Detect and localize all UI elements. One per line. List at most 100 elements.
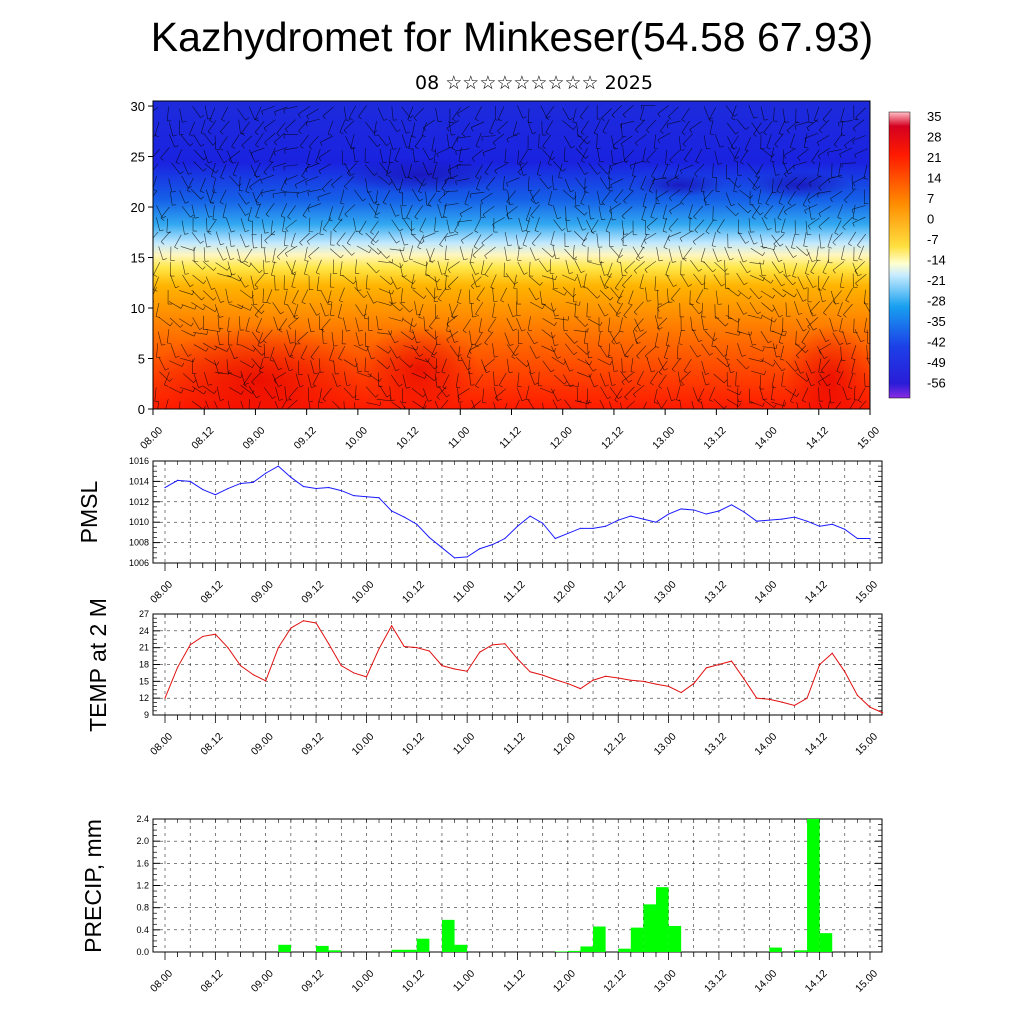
wind-barb-flag bbox=[283, 109, 285, 114]
wind-barb-flag bbox=[621, 239, 624, 243]
wind-barb bbox=[689, 345, 698, 358]
wind-barb-flag bbox=[584, 212, 588, 216]
wind-barb bbox=[243, 372, 252, 385]
wind-barb bbox=[285, 119, 296, 130]
colorbar-label: 0 bbox=[927, 212, 934, 227]
wind-barb bbox=[205, 276, 212, 290]
wind-barb bbox=[558, 163, 563, 178]
wind-barb-flag bbox=[810, 311, 814, 315]
wind-barb bbox=[806, 248, 813, 262]
wind-barb bbox=[529, 371, 535, 385]
wind-barb-flag bbox=[574, 340, 578, 344]
wind-barb-flag bbox=[336, 243, 341, 247]
wind-barb bbox=[179, 190, 186, 204]
wind-barb-flag bbox=[276, 256, 281, 260]
wind-barb-flag bbox=[439, 244, 443, 248]
wind-barb-flag bbox=[573, 126, 577, 130]
wind-barb-flag bbox=[548, 186, 552, 189]
wind-barb bbox=[785, 245, 794, 258]
wind-barb-flag bbox=[609, 297, 614, 301]
wind-barb-flag bbox=[522, 244, 527, 247]
wind-barb bbox=[470, 302, 473, 317]
wind-barb bbox=[534, 217, 540, 231]
wind-barb bbox=[354, 358, 359, 372]
wind-barb-flag bbox=[808, 183, 812, 187]
ytick-label: 15 bbox=[139, 676, 149, 686]
wind-barb bbox=[724, 274, 726, 289]
wind-barb-flag bbox=[301, 175, 306, 179]
wind-barb bbox=[211, 163, 216, 177]
wind-barb bbox=[527, 120, 533, 134]
wind-barb bbox=[298, 106, 311, 115]
wind-barb bbox=[294, 178, 308, 186]
wind-barb bbox=[456, 136, 471, 139]
wind-barb bbox=[766, 134, 772, 148]
wind-barb bbox=[389, 301, 401, 312]
data-point bbox=[403, 645, 405, 648]
wind-barb bbox=[527, 176, 530, 191]
wind-barb-flag bbox=[698, 268, 703, 272]
ytick-label: 18 bbox=[139, 660, 149, 670]
wind-barb bbox=[342, 275, 354, 285]
wind-barb bbox=[484, 331, 494, 343]
data-point bbox=[353, 672, 355, 674]
wind-barb-flag bbox=[403, 406, 406, 409]
wind-barb bbox=[287, 205, 296, 218]
precip-bar bbox=[328, 950, 342, 952]
wind-barb-flag bbox=[542, 305, 545, 309]
wind-barb bbox=[215, 231, 221, 245]
wind-barb-flag bbox=[766, 147, 771, 150]
wind-barb bbox=[837, 302, 843, 316]
wind-barb-flag bbox=[289, 369, 294, 372]
wind-barb bbox=[263, 387, 273, 399]
wind-barb bbox=[506, 132, 520, 140]
wind-barb-flag bbox=[322, 188, 326, 192]
wind-barb-flag bbox=[476, 188, 481, 191]
wind-barb bbox=[153, 163, 159, 171]
wind-barb bbox=[158, 357, 166, 371]
wind-barb bbox=[841, 245, 845, 260]
wind-barb bbox=[412, 289, 424, 299]
precip-bar bbox=[391, 949, 405, 952]
wind-barb-flag bbox=[322, 398, 327, 402]
wind-barb-flag bbox=[159, 229, 164, 232]
wind-barb bbox=[356, 372, 371, 378]
wind-barb bbox=[752, 176, 760, 189]
wind-barb bbox=[666, 288, 669, 303]
wind-barb bbox=[778, 189, 785, 204]
wind-barb-flag bbox=[532, 132, 537, 135]
wind-barb bbox=[774, 218, 777, 233]
wind-barb bbox=[421, 122, 427, 136]
wind-barb bbox=[431, 136, 435, 151]
wind-barb-flag bbox=[807, 225, 811, 230]
wind-barb bbox=[811, 149, 820, 162]
wind-barb-flag bbox=[351, 252, 355, 256]
wind-barb bbox=[471, 273, 477, 288]
wind-barb bbox=[388, 260, 401, 269]
wind-barb bbox=[344, 204, 356, 215]
wind-barb-flag bbox=[688, 190, 693, 193]
wind-barb-flag bbox=[640, 119, 645, 122]
wind-barb-flag bbox=[436, 153, 439, 158]
wind-barb bbox=[255, 133, 264, 146]
wind-barb-flag bbox=[467, 356, 472, 359]
wind-barb bbox=[796, 177, 807, 188]
wind-barb bbox=[354, 259, 357, 274]
wind-barb bbox=[536, 160, 542, 175]
wind-barb-flag bbox=[402, 275, 407, 277]
wind-barb bbox=[203, 304, 216, 313]
data-point bbox=[743, 511, 745, 513]
wind-barb-flag bbox=[683, 258, 687, 262]
wind-barb-flag bbox=[458, 160, 463, 163]
wind-barb-flag bbox=[759, 212, 764, 216]
wind-barb-flag bbox=[659, 411, 662, 413]
wind-barb bbox=[306, 118, 320, 123]
wind-barb bbox=[805, 360, 812, 374]
wind-barb-flag bbox=[623, 315, 628, 319]
wind-barb-flag bbox=[839, 342, 844, 346]
xtick-label: 10.00 bbox=[349, 579, 376, 606]
wind-barb bbox=[552, 160, 563, 172]
wind-barb bbox=[620, 120, 635, 125]
wind-barb-flag bbox=[610, 166, 613, 171]
wind-barb bbox=[358, 105, 367, 117]
